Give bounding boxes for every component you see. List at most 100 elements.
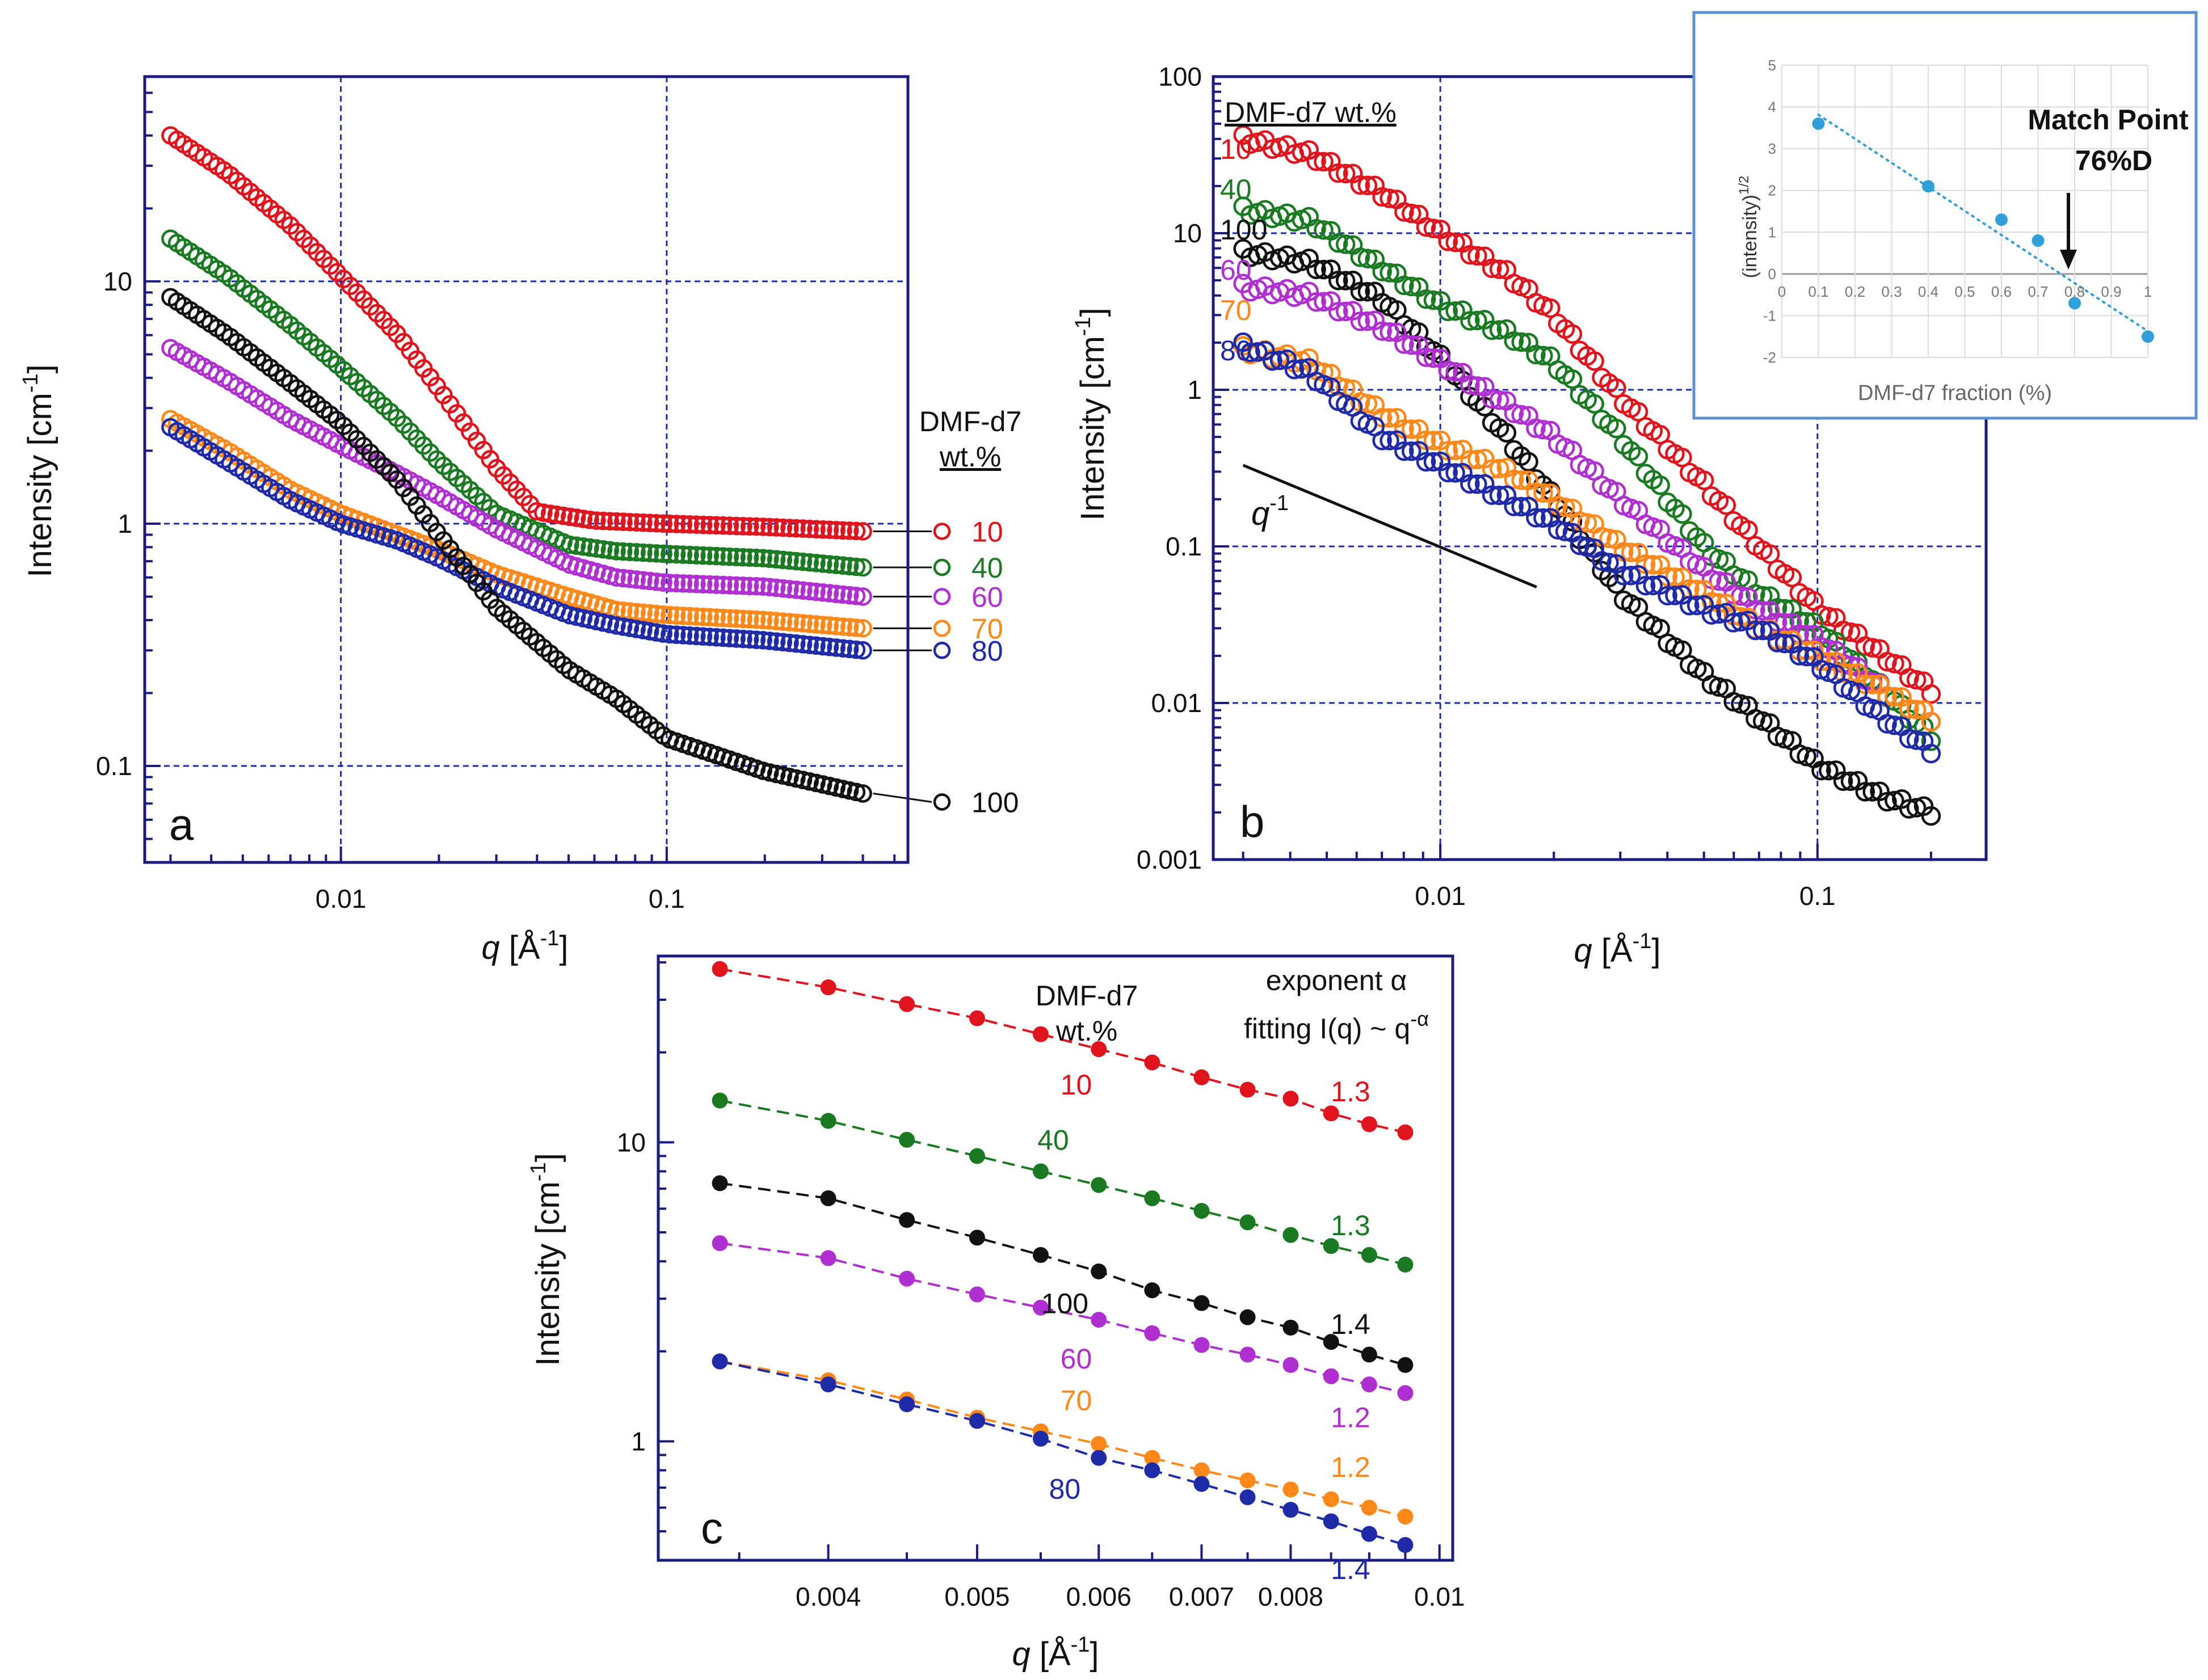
panel-b-point [1380, 263, 1399, 283]
panel-a-point [827, 584, 846, 603]
panel-b-point [1467, 474, 1487, 494]
panel-a-point [767, 578, 786, 597]
panel-c-point [1323, 1334, 1339, 1350]
panel-b-y-tick-label: 0.1 [1166, 532, 1202, 561]
panel-a-point [713, 516, 733, 535]
panel-b-point [1416, 289, 1436, 309]
panel-a-point [567, 508, 586, 527]
panel-b-point [1292, 359, 1312, 379]
panel-b-point [1328, 163, 1348, 183]
panel-c-y-tick-label: 10 [617, 1127, 646, 1157]
panel-a-point [840, 781, 859, 800]
panel-b-point [1899, 668, 1919, 688]
panel-a-point [853, 558, 872, 577]
inset-data-points [1812, 117, 2154, 343]
panel-b-point [1701, 605, 1722, 625]
panel-c-x-tick-label: 0.005 [944, 1582, 1010, 1611]
panel-a-y-tick-label: 0.1 [96, 751, 132, 781]
panel-a-point [853, 784, 872, 803]
panel-c-series-60 [712, 1235, 1414, 1401]
panel-a-point [600, 512, 620, 530]
panel-b-point [1526, 508, 1546, 528]
panel-c-point [1282, 1481, 1299, 1498]
panel-a-point [727, 629, 746, 648]
panel-b-point [1819, 760, 1839, 781]
panel-b-point [1672, 504, 1692, 524]
panel-c-point [1323, 1238, 1339, 1254]
inset-frame [1692, 11, 2198, 420]
panel-b-point [1592, 551, 1612, 571]
panel-a-point [773, 633, 793, 652]
panel-a-point [847, 587, 866, 605]
panel-c-exponent-label: 1.3 [1331, 1210, 1370, 1241]
panel-b-point [1314, 292, 1334, 312]
panel-b-legend-label: 100 [1220, 214, 1267, 246]
panel-b-point [1833, 771, 1853, 791]
panel-c-point [969, 1010, 985, 1026]
panel-b-point [1335, 271, 1356, 290]
panel-c-series-label: 40 [1037, 1124, 1069, 1156]
panel-c-point [1397, 1537, 1414, 1553]
panel-b-point [1855, 782, 1875, 802]
panel-b-y-tick-label: 10 [1173, 218, 1202, 248]
inset-y-tick-label: -2 [1763, 349, 1776, 366]
panel-b-point [1380, 322, 1399, 342]
panel-a-point [620, 512, 640, 532]
panel-a-point [834, 585, 852, 604]
panel-a-point [800, 614, 819, 633]
panel-a-point [667, 545, 686, 564]
panel-b-point [1306, 151, 1326, 171]
panel-b-point [1482, 320, 1502, 340]
panel-a-point [627, 620, 646, 638]
panel-a-point [780, 551, 799, 570]
panel-b-point [1314, 151, 1334, 172]
panel-a-point [747, 577, 766, 596]
panel-a-point [587, 539, 606, 558]
panel-b-point [1438, 462, 1458, 483]
panel-b-point [1328, 376, 1348, 397]
panel-c-point [712, 1175, 728, 1191]
panel-a-point [734, 548, 752, 567]
panel-a-point [787, 551, 806, 571]
panel-a-point [787, 769, 806, 788]
panel-c-point [1193, 1337, 1210, 1353]
panel-b-point [1467, 449, 1487, 470]
panel-a-point [780, 613, 799, 631]
panel-a-point [607, 616, 626, 635]
panel-b-point [1511, 470, 1531, 490]
panel-b-legend-title: DMF-d7 wt.% [1225, 96, 1397, 128]
panel-c-point [1091, 1450, 1107, 1466]
panel-b-point [1460, 311, 1480, 331]
panel-b-q-inverse-guide-line [1242, 464, 1537, 588]
panel-a-point [700, 546, 720, 565]
panel-c-point [712, 1353, 728, 1370]
panel-a-point [780, 580, 799, 599]
panel-a-point [647, 544, 666, 563]
panel-a-series-40 [161, 229, 872, 577]
panel-c-x-axis-title: q [Å-1] [1012, 1633, 1099, 1673]
inset-y-tick-label: 3 [1768, 140, 1776, 157]
panel-a-point [581, 511, 599, 529]
panel-b-point [1423, 348, 1444, 368]
panel-a-point [654, 624, 672, 643]
panel-c-frame [657, 954, 1454, 1562]
panel-a-point [700, 516, 720, 534]
panel-a-point [847, 782, 866, 802]
panel-c-point [1144, 1282, 1160, 1299]
panel-b-point [1774, 633, 1795, 654]
panel-b-point [1533, 483, 1553, 503]
panel-b-point [1445, 232, 1465, 252]
panel-b-point [1921, 711, 1941, 732]
panel-b-point [1921, 731, 1941, 751]
inset-trend-line [1817, 113, 2149, 332]
panel-a-point [640, 604, 659, 623]
panel-a-point [760, 611, 779, 630]
panel-b-point [1672, 448, 1692, 468]
panel-b-point [1357, 394, 1378, 414]
panel-a-point [740, 548, 759, 567]
inset-point [2068, 297, 2081, 310]
panel-c-point [899, 996, 915, 1012]
panel-b-point [1438, 231, 1458, 251]
panel-a-point [827, 617, 846, 635]
panel-a-point [707, 516, 726, 535]
